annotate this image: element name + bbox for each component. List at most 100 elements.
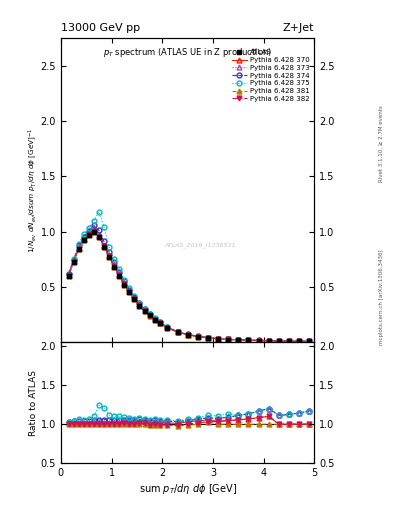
Line: ATLAS: ATLAS <box>66 229 312 344</box>
Pythia 6.428 374 <box>185 331 190 337</box>
Pythia 6.428 370 <box>216 336 220 342</box>
Pythia 6.428 374 <box>112 260 116 266</box>
Pythia 6.428 375 <box>226 336 231 342</box>
ATLAS <box>256 337 261 344</box>
Pythia 6.428 374 <box>71 257 76 263</box>
Pythia 6.428 375 <box>132 293 137 299</box>
Text: Z+Jet: Z+Jet <box>283 23 314 33</box>
Pythia 6.428 382 <box>277 338 281 344</box>
Pythia 6.428 370 <box>122 281 127 287</box>
Y-axis label: Ratio to ATLAS: Ratio to ATLAS <box>29 370 38 436</box>
Pythia 6.428 375 <box>122 276 127 283</box>
Pythia 6.428 382 <box>307 338 312 345</box>
Pythia 6.428 382 <box>256 337 261 344</box>
Pythia 6.428 374 <box>117 269 121 275</box>
Pythia 6.428 381 <box>277 338 281 344</box>
Line: Pythia 6.428 373: Pythia 6.428 373 <box>66 227 312 344</box>
Text: Rivet 3.1.10, ≥ 2.7M events: Rivet 3.1.10, ≥ 2.7M events <box>379 105 384 182</box>
Pythia 6.428 375 <box>297 338 301 344</box>
Pythia 6.428 382 <box>246 337 251 343</box>
Pythia 6.428 370 <box>81 236 86 242</box>
ATLAS <box>287 338 292 344</box>
ATLAS <box>307 338 312 345</box>
Text: ATLAS_2019_I1736531: ATLAS_2019_I1736531 <box>165 242 236 248</box>
Pythia 6.428 381 <box>147 313 152 319</box>
Pythia 6.428 381 <box>152 317 157 323</box>
Pythia 6.428 382 <box>117 272 121 278</box>
Pythia 6.428 382 <box>142 308 147 314</box>
ATLAS <box>165 325 170 331</box>
Pythia 6.428 382 <box>195 333 200 339</box>
Y-axis label: $1/N_{ev}\ dN_{ev}/dsum\ p_T/d\eta\ d\phi\ [\mathrm{GeV}]^{-1}$: $1/N_{ev}\ dN_{ev}/dsum\ p_T/d\eta\ d\ph… <box>26 127 39 253</box>
Pythia 6.428 382 <box>76 246 81 252</box>
Pythia 6.428 374 <box>81 233 86 240</box>
Pythia 6.428 382 <box>152 317 157 323</box>
Pythia 6.428 373 <box>132 294 137 301</box>
ATLAS <box>112 264 116 270</box>
Pythia 6.428 375 <box>71 256 76 262</box>
Pythia 6.428 381 <box>195 334 200 340</box>
Pythia 6.428 382 <box>226 336 231 343</box>
ATLAS <box>216 336 220 342</box>
Pythia 6.428 373 <box>297 338 301 344</box>
Pythia 6.428 381 <box>71 260 76 266</box>
ATLAS <box>71 260 76 266</box>
Pythia 6.428 381 <box>97 234 101 240</box>
ATLAS <box>297 338 301 344</box>
Pythia 6.428 370 <box>195 333 200 339</box>
Pythia 6.428 370 <box>236 337 241 343</box>
Pythia 6.428 381 <box>266 338 271 344</box>
Pythia 6.428 373 <box>158 319 162 326</box>
Pythia 6.428 375 <box>117 266 121 272</box>
Pythia 6.428 373 <box>226 336 231 343</box>
Pythia 6.428 382 <box>107 253 112 260</box>
ATLAS <box>102 244 107 250</box>
Pythia 6.428 373 <box>287 338 292 344</box>
ATLAS <box>97 234 101 240</box>
Pythia 6.428 375 <box>165 324 170 330</box>
Pythia 6.428 381 <box>81 238 86 244</box>
Pythia 6.428 381 <box>226 336 231 343</box>
Pythia 6.428 375 <box>147 311 152 317</box>
Pythia 6.428 381 <box>185 332 190 338</box>
ATLAS <box>137 303 142 309</box>
Pythia 6.428 374 <box>175 329 180 335</box>
Pythia 6.428 374 <box>107 249 112 255</box>
Pythia 6.428 381 <box>236 337 241 343</box>
Pythia 6.428 373 <box>165 324 170 330</box>
Pythia 6.428 381 <box>92 228 96 234</box>
ATLAS <box>277 338 281 344</box>
Text: mcplots.cern.ch [arXiv:1306.3436]: mcplots.cern.ch [arXiv:1306.3436] <box>379 249 384 345</box>
Pythia 6.428 374 <box>147 311 152 317</box>
Pythia 6.428 381 <box>175 329 180 335</box>
Pythia 6.428 370 <box>86 231 91 237</box>
Pythia 6.428 374 <box>226 336 231 343</box>
Pythia 6.428 382 <box>236 337 241 343</box>
ATLAS <box>122 282 127 288</box>
Pythia 6.428 381 <box>102 244 107 250</box>
Pythia 6.428 382 <box>81 237 86 243</box>
Pythia 6.428 370 <box>112 263 116 269</box>
Pythia 6.428 370 <box>71 258 76 264</box>
Pythia 6.428 374 <box>97 227 101 233</box>
Pythia 6.428 382 <box>66 272 71 278</box>
Pythia 6.428 375 <box>142 306 147 312</box>
Pythia 6.428 373 <box>256 337 261 344</box>
Pythia 6.428 382 <box>92 228 96 234</box>
Pythia 6.428 381 <box>246 337 251 344</box>
Pythia 6.428 382 <box>175 329 180 335</box>
Pythia 6.428 381 <box>165 325 170 331</box>
Pythia 6.428 382 <box>297 338 301 344</box>
ATLAS <box>92 228 96 234</box>
Pythia 6.428 373 <box>137 301 142 307</box>
Pythia 6.428 381 <box>66 273 71 279</box>
Text: $p_T$ spectrum (ATLAS UE in Z production): $p_T$ spectrum (ATLAS UE in Z production… <box>103 46 272 59</box>
Pythia 6.428 374 <box>236 337 241 343</box>
Pythia 6.428 373 <box>216 335 220 342</box>
Pythia 6.428 375 <box>185 331 190 337</box>
Pythia 6.428 375 <box>216 335 220 342</box>
Pythia 6.428 374 <box>206 334 210 340</box>
Pythia 6.428 370 <box>117 271 121 278</box>
ATLAS <box>175 329 180 335</box>
Pythia 6.428 382 <box>287 338 292 344</box>
